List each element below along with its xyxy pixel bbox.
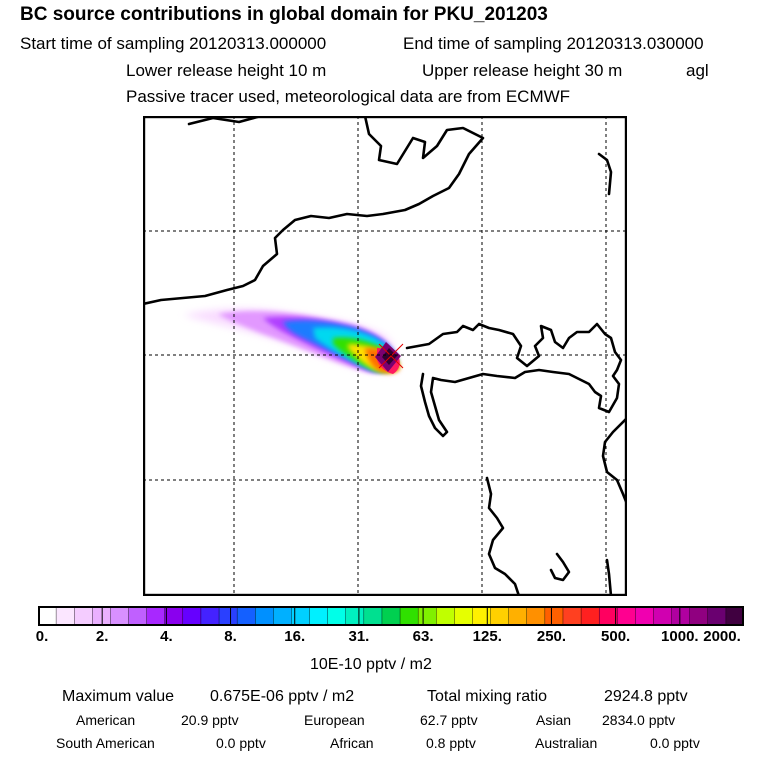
american-value: 20.9 pptv — [181, 712, 239, 728]
african-value: 0.8 pptv — [426, 735, 476, 751]
colorbar-cell — [345, 606, 365, 626]
colorbar-cell — [218, 606, 238, 626]
concentration-plume — [183, 308, 404, 374]
colorbar-cell — [164, 606, 184, 626]
colorbar-cell — [92, 606, 112, 626]
colorbar-tick-label: 2000. — [703, 628, 741, 645]
colorbar-cell — [55, 606, 76, 626]
colorbar-cell — [327, 606, 347, 626]
colorbar-cell — [617, 606, 637, 626]
end-time-label: End time of sampling 20120313.030000 — [403, 34, 704, 53]
colorbar-cell — [200, 606, 220, 626]
colorbar-cell — [255, 606, 275, 626]
colorbar — [38, 606, 744, 626]
colorbar-cell — [725, 606, 744, 626]
colorbar-tick-label: 2. — [95, 628, 109, 645]
colorbar-tick-label: 63. — [412, 628, 434, 645]
colorbar-cell — [436, 606, 456, 626]
colorbar-cell — [562, 606, 582, 626]
colorbar-tick-label: 8. — [224, 628, 237, 645]
colorbar-cell — [707, 606, 727, 626]
start-time-label: Start time of sampling 20120313.000000 — [20, 34, 327, 53]
colorbar-cell — [273, 606, 293, 626]
colorbar-cell — [544, 606, 564, 626]
colorbar-tick-label: 500. — [601, 628, 631, 645]
colorbar-unit: 10E-10 pptv / m2 — [310, 656, 432, 673]
page-title: BC source contributions in global domain… — [20, 4, 548, 25]
european-value: 62.7 pptv — [420, 712, 478, 728]
total-label: Total mixing ratio — [427, 688, 548, 705]
colorbar-tick-label: 31. — [348, 628, 370, 645]
lower-release-label: Lower release height 10 m — [126, 61, 327, 80]
south-american-value: 0.0 pptv — [216, 735, 266, 751]
colorbar-cell — [381, 606, 401, 626]
grid-lines — [143, 116, 627, 596]
colorbar-cell — [454, 606, 474, 626]
colorbar-tick-label: 125. — [472, 628, 502, 645]
colorbar-cell — [508, 606, 528, 626]
map-frame — [143, 116, 627, 596]
asian-label: Asian — [536, 712, 572, 728]
colorbar-tick-label: 4. — [160, 628, 173, 645]
coastlines — [143, 116, 627, 596]
colorbar-tick-label: 16. — [284, 628, 306, 645]
colorbar-cell — [598, 606, 619, 626]
colorbar-cell — [182, 606, 202, 626]
colorbar-cell — [490, 606, 510, 626]
upper-release-label: Upper release height 30 m — [422, 61, 623, 80]
african-label: African — [330, 735, 374, 751]
colorbar-cell — [309, 606, 329, 626]
colorbar-cell — [236, 606, 257, 626]
colorbar-cell — [635, 606, 655, 626]
colorbar-tick-label: 0. — [35, 628, 49, 645]
colorbar-cell — [671, 606, 691, 626]
max-label: Maximum value — [62, 688, 175, 705]
colorbar-tick-label: 250. — [536, 628, 567, 645]
colorbar-tick-label: 1000. — [661, 628, 699, 645]
colorbar-cell — [417, 606, 438, 626]
tracer-label: Passive tracer used, meteorological data… — [126, 87, 571, 106]
australian-label: Australian — [535, 735, 598, 751]
colorbar-cell — [526, 606, 546, 626]
colorbar-cell — [128, 606, 148, 626]
colorbar-cell — [146, 606, 166, 626]
european-label: European — [304, 712, 365, 728]
australian-value: 0.0 pptv — [650, 735, 700, 751]
colorbar-cell — [472, 606, 492, 626]
footprint-map — [143, 116, 627, 596]
total-value: 2924.8 pptv — [604, 688, 688, 705]
agl-label: agl — [686, 61, 709, 80]
colorbar-cell — [38, 606, 57, 626]
colorbar-cell — [653, 606, 673, 626]
max-value: 0.675E-06 pptv / m2 — [210, 688, 355, 705]
colorbar-cell — [399, 606, 419, 626]
colorbar-cell — [689, 606, 709, 626]
american-label: American — [76, 712, 136, 728]
colorbar-cell — [74, 606, 94, 626]
asian-value: 2834.0 pptv — [602, 712, 676, 728]
colorbar-cell — [580, 606, 600, 626]
colorbar-cell — [110, 606, 130, 626]
south-american-label: South American — [56, 735, 155, 751]
colorbar-cell — [363, 606, 383, 626]
